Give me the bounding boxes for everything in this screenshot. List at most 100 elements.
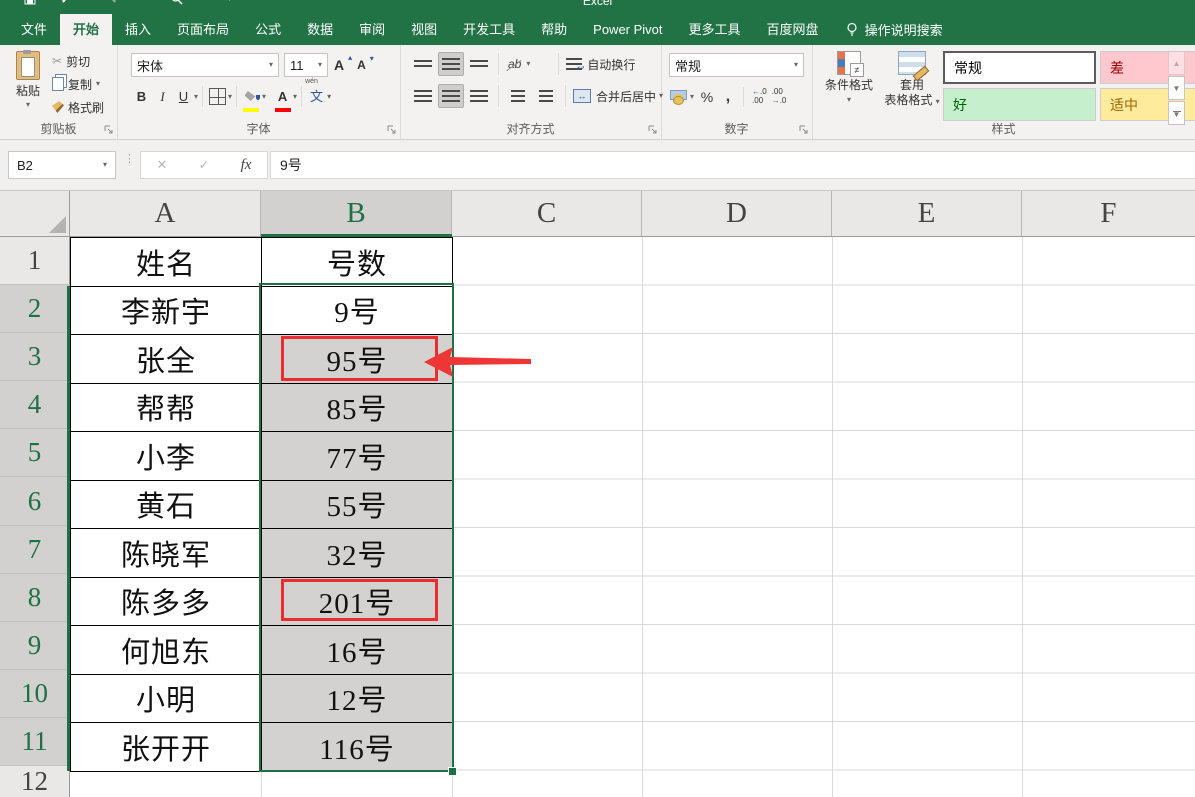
font-dialog-launcher-icon[interactable] — [387, 125, 397, 135]
print-preview-icon[interactable] — [170, 0, 183, 5]
cell-B11[interactable]: 116号 — [262, 723, 453, 772]
tab-file[interactable]: 文件 — [21, 22, 48, 37]
cell-A9[interactable]: 何旭东 — [71, 626, 262, 675]
cell-A6[interactable]: 黄石 — [71, 480, 262, 529]
select-all-corner[interactable] — [0, 191, 70, 237]
font-color-dropdown-icon[interactable]: ▾ — [293, 91, 298, 101]
font-color-button[interactable]: A — [272, 85, 293, 112]
format-as-table-button[interactable]: 套用 表格格式 ▾ — [884, 51, 940, 108]
align-center-button[interactable] — [438, 84, 464, 108]
row-header-3[interactable]: 3 — [0, 333, 69, 382]
decrease-indent-button[interactable] — [505, 84, 531, 108]
alignment-dialog-launcher-icon[interactable] — [648, 125, 658, 135]
cell-B1[interactable]: 号数 — [262, 238, 453, 287]
cell-A5[interactable]: 小李 — [71, 432, 262, 481]
cell-style-good[interactable]: 好 — [943, 88, 1096, 121]
customize-dropdown-icon[interactable]: ▾ — [227, 0, 232, 4]
cell-B6[interactable]: 55号 — [262, 480, 453, 529]
gallery-scroll-down-button[interactable]: ▼ — [1168, 76, 1185, 100]
cell-B7[interactable]: 32号 — [262, 529, 453, 578]
row-header-7[interactable]: 7 — [0, 525, 69, 574]
gallery-more-button[interactable]: ▼ — [1168, 101, 1185, 125]
number-format-combo[interactable]: 常规 ▾ — [669, 53, 804, 77]
fill-color-button[interactable] — [241, 85, 262, 112]
undo-icon[interactable] — [62, 0, 76, 5]
orientation-dropdown-icon[interactable]: ▾ — [526, 59, 531, 68]
row-header-12[interactable]: 12 — [0, 766, 69, 797]
underline-dropdown-icon[interactable]: ▾ — [194, 91, 199, 101]
tab-data[interactable]: 数据 — [307, 22, 334, 37]
cell-B5[interactable]: 77号 — [262, 432, 453, 481]
cell-A7[interactable]: 陈晓军 — [71, 529, 262, 578]
cell-B9[interactable]: 16号 — [262, 626, 453, 675]
cell-A8[interactable]: 陈多多 — [71, 577, 262, 626]
font-size-combo[interactable]: 11 ▾ — [284, 53, 328, 77]
row-header-8[interactable]: 8 — [0, 573, 69, 622]
cancel-button[interactable]: ✕ — [156, 157, 168, 172]
cell-B4[interactable]: 85号 — [262, 383, 453, 432]
clipboard-dialog-launcher-icon[interactable] — [104, 125, 114, 135]
tab-power-pivot[interactable]: Power Pivot — [593, 22, 663, 37]
cell-B2[interactable]: 9号 — [262, 286, 453, 335]
paste-dropdown-icon[interactable]: ▾ — [25, 100, 30, 109]
column-header-D[interactable]: D — [642, 191, 832, 236]
insert-function-button[interactable]: fx — [240, 156, 252, 173]
row-header-2[interactable]: 2 — [0, 285, 69, 334]
row-header-6[interactable]: 6 — [0, 477, 69, 526]
phonetic-guide-button[interactable]: 文 — [305, 78, 327, 109]
cell-A2[interactable]: 李新宇 — [71, 286, 262, 335]
row-header-1[interactable]: 1 — [0, 237, 69, 286]
font-family-combo[interactable]: 宋体 ▾ — [131, 53, 279, 77]
wrap-text-button[interactable]: 自动换行 — [565, 52, 636, 76]
merge-center-button[interactable]: ↔ 合并后居中 — [572, 84, 657, 108]
accounting-dropdown-icon[interactable]: ▾ — [690, 92, 695, 101]
align-bottom-button[interactable] — [466, 52, 492, 76]
tab-baidu-netdisk[interactable]: 百度网盘 — [766, 22, 819, 37]
redo-icon[interactable] — [102, 0, 116, 5]
tell-me-search[interactable]: 操作说明搜索 — [846, 14, 943, 45]
cell-style-bad[interactable]: 差 — [1100, 51, 1195, 84]
tab-formulas[interactable]: 公式 — [255, 22, 282, 37]
name-box[interactable]: B2 ▾ — [8, 151, 116, 179]
copy-button[interactable]: 复制 ▾ — [52, 74, 100, 94]
borders-button[interactable] — [207, 85, 228, 109]
cell-B8[interactable]: 201号 — [262, 577, 453, 626]
column-header-E[interactable]: E — [832, 191, 1022, 236]
cell-A11[interactable]: 张开开 — [71, 723, 262, 772]
cell-A3[interactable]: 张全 — [71, 335, 262, 384]
comma-style-button[interactable]: , — [725, 88, 731, 105]
decrease-font-size-button[interactable]: A — [356, 54, 373, 73]
accounting-format-button[interactable] — [669, 85, 687, 109]
save-icon[interactable] — [24, 0, 36, 5]
cut-button[interactable]: ✂ 剪切 — [52, 51, 90, 71]
bold-button[interactable]: B — [136, 89, 147, 104]
italic-button[interactable]: I — [160, 88, 165, 104]
tab-home[interactable]: 开始 — [60, 14, 113, 45]
column-header-A[interactable]: A — [70, 191, 261, 236]
underline-button[interactable]: U — [178, 89, 189, 104]
gallery-scroll-up-button[interactable]: ▲ — [1168, 51, 1185, 75]
fill-color-dropdown-icon[interactable]: ▾ — [262, 91, 267, 101]
row-header-4[interactable]: 4 — [0, 381, 69, 430]
name-box-dropdown-icon[interactable]: ▾ — [102, 160, 107, 169]
phonetic-dropdown-icon[interactable]: ▾ — [327, 91, 332, 101]
increase-font-size-button[interactable]: A — [333, 53, 352, 74]
row-header-11[interactable]: 11 — [0, 717, 69, 767]
cell-style-normal[interactable]: 常规 — [943, 51, 1096, 84]
tab-page-layout[interactable]: 页面布局 — [177, 22, 230, 37]
tab-developer[interactable]: 开发工具 — [463, 22, 516, 37]
align-middle-button[interactable] — [438, 52, 464, 76]
decrease-decimal-button[interactable]: .00 →.0 — [771, 85, 788, 109]
row-header-10[interactable]: 10 — [0, 669, 69, 718]
cell-B10[interactable]: 12号 — [262, 674, 453, 723]
tab-review[interactable]: 审阅 — [359, 22, 386, 37]
merge-center-dropdown-icon[interactable]: ▾ — [659, 91, 664, 100]
cell-A10[interactable]: 小明 — [71, 674, 262, 723]
formula-bar-splitter[interactable]: ⋮ — [124, 153, 135, 165]
borders-dropdown-icon[interactable]: ▾ — [228, 91, 233, 101]
tab-insert[interactable]: 插入 — [125, 22, 152, 37]
increase-indent-button[interactable] — [533, 84, 559, 108]
column-header-F[interactable]: F — [1022, 191, 1195, 236]
paste-button[interactable]: 粘贴 ▾ — [8, 50, 48, 109]
enter-button[interactable]: ✓ — [198, 157, 210, 172]
